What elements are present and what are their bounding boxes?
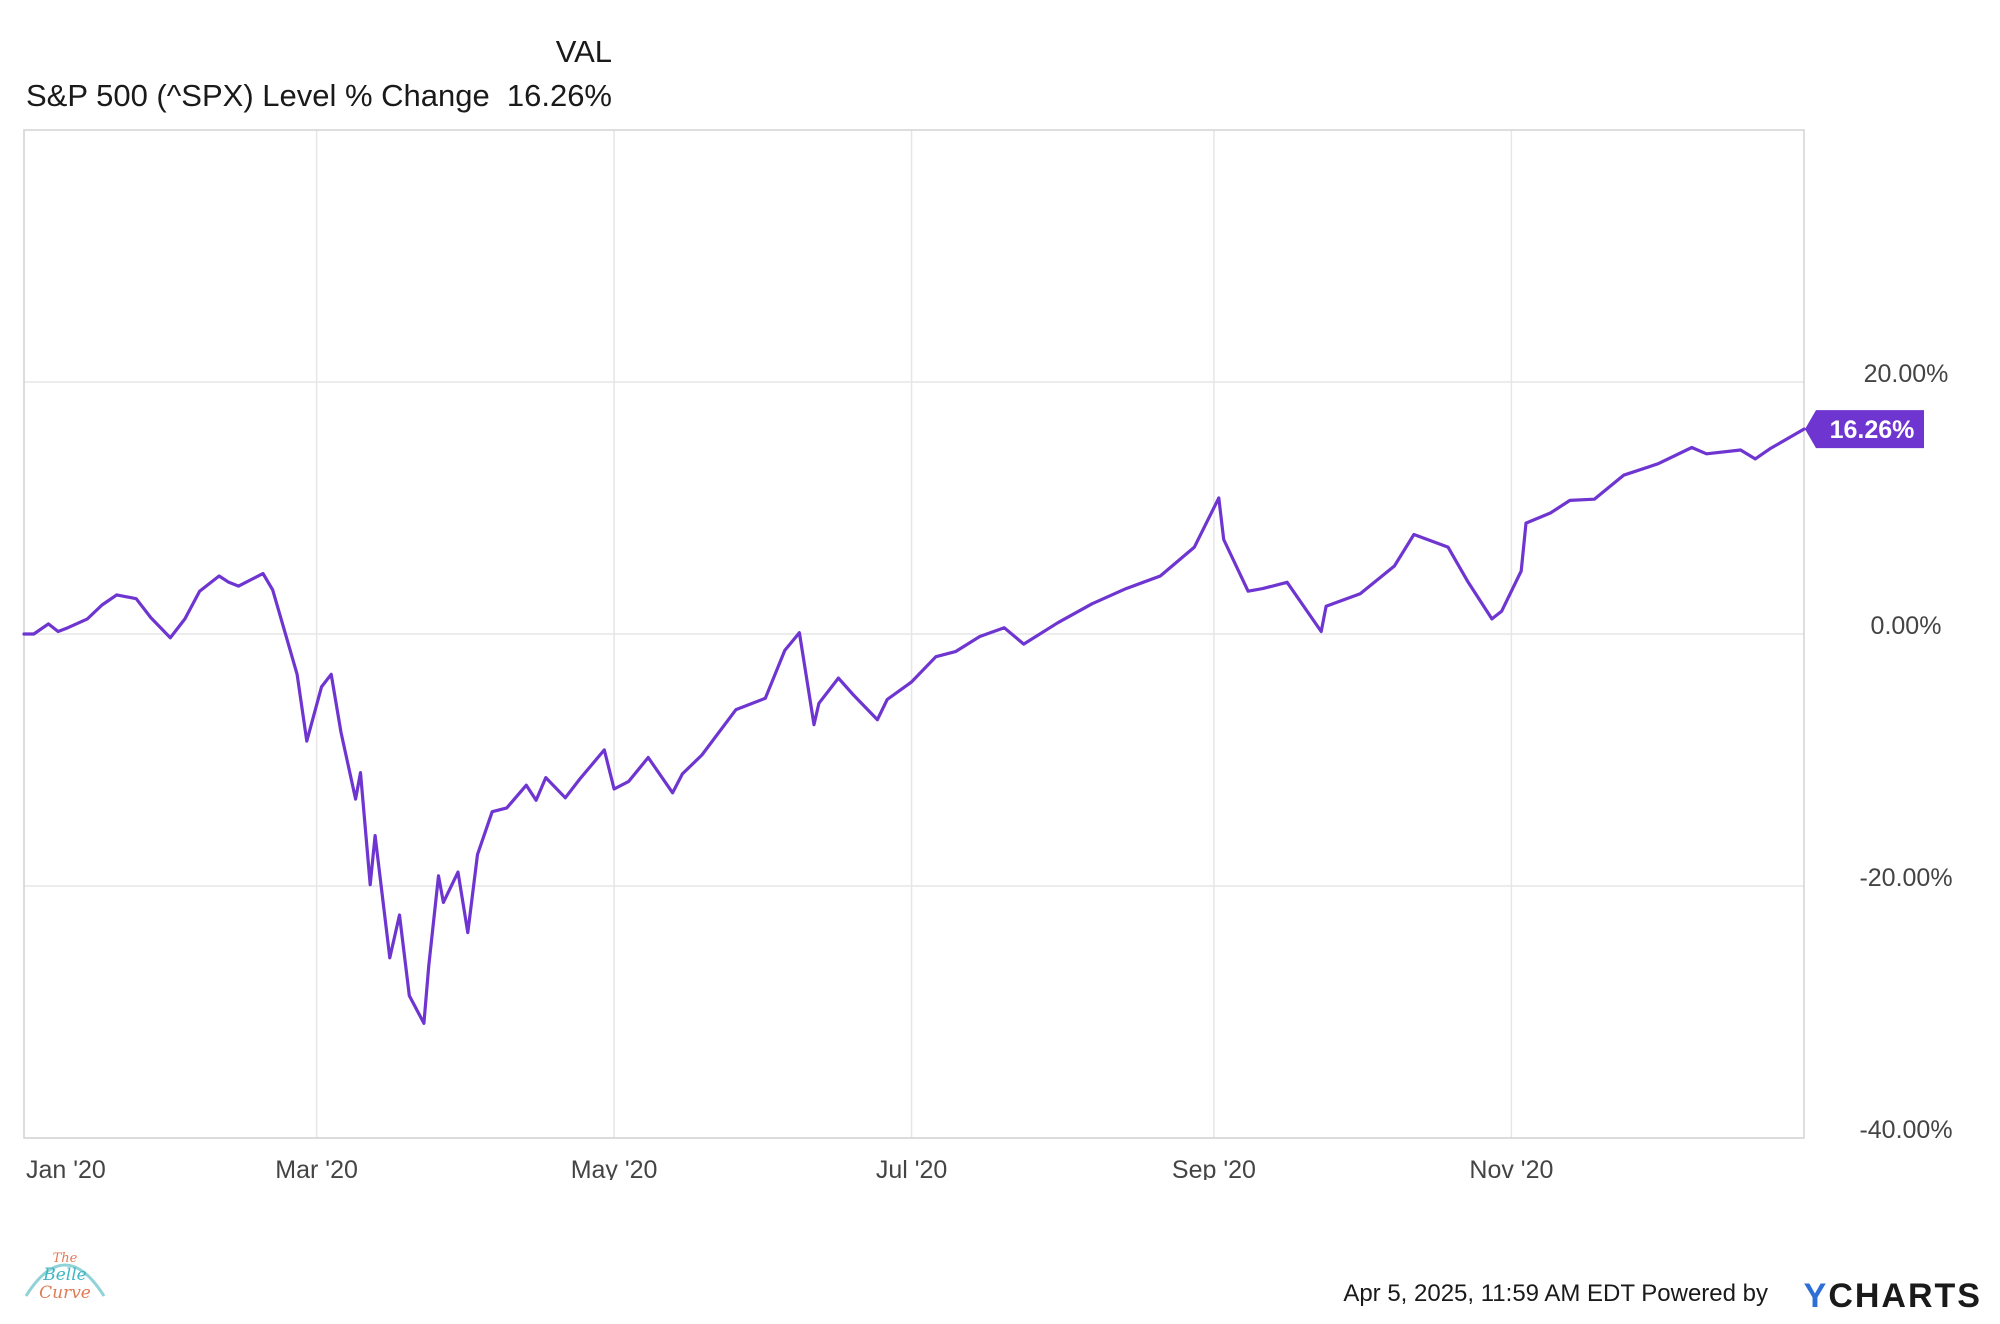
svg-text:The: The (53, 1251, 78, 1266)
horizontal-gridlines (24, 381, 1804, 1139)
x-tick-label: May '20 (571, 1156, 658, 1180)
x-tick-label: Jul '20 (876, 1156, 947, 1180)
y-tick-label: -40.00% (1859, 1116, 1952, 1144)
footer-timestamp: Apr 5, 2025, 11:59 AM EDT Powered by (1343, 1280, 1768, 1307)
belle-curve-logo: The Belle Curve (24, 1240, 106, 1304)
x-tick-label: Sep '20 (1172, 1156, 1256, 1180)
last-value-callout-label: 16.26% (1830, 416, 1915, 444)
chart: Jan '20 Mar '20 May '20 Jul '20 Sep '20 Nov '… (22, 129, 1953, 1180)
x-axis-ticks: Jan '20 Mar '20 May '20 Jul '20 Sep '20 Nov '… (26, 1156, 1553, 1180)
series-line-spx (22, 427, 1806, 1025)
x-tick-label: Nov '20 (1469, 1156, 1553, 1180)
y-tick-label: 0.00% (1871, 612, 1942, 640)
legend-series-label: S&P 500 (^SPX) Level % Change (26, 78, 490, 113)
header-col-label: VAL (555, 34, 612, 69)
svg-text:Curve: Curve (39, 1283, 91, 1303)
legend-series-value: 16.26% (506, 78, 612, 113)
last-value-callout-shape (1805, 410, 1924, 449)
ycharts-logo[interactable]: YCHARTS (1804, 1277, 1982, 1316)
svg-text:Belle: Belle (42, 1265, 87, 1285)
y-tick-label: -20.00% (1859, 864, 1952, 892)
ycharts-logo-text: CHARTS (1828, 1277, 1982, 1315)
last-value-callout: 16.26% (1805, 410, 1924, 449)
y-tick-label: 20.00% (1864, 360, 1949, 388)
ycharts-logo-y: Y (1803, 1277, 1829, 1315)
y-axis-ticks: 20.00% 0.00% -20.00% -40.00% (1859, 360, 1952, 1144)
x-tick-label: Jan '20 (26, 1156, 106, 1180)
x-tick-label: Mar '20 (275, 1156, 358, 1180)
